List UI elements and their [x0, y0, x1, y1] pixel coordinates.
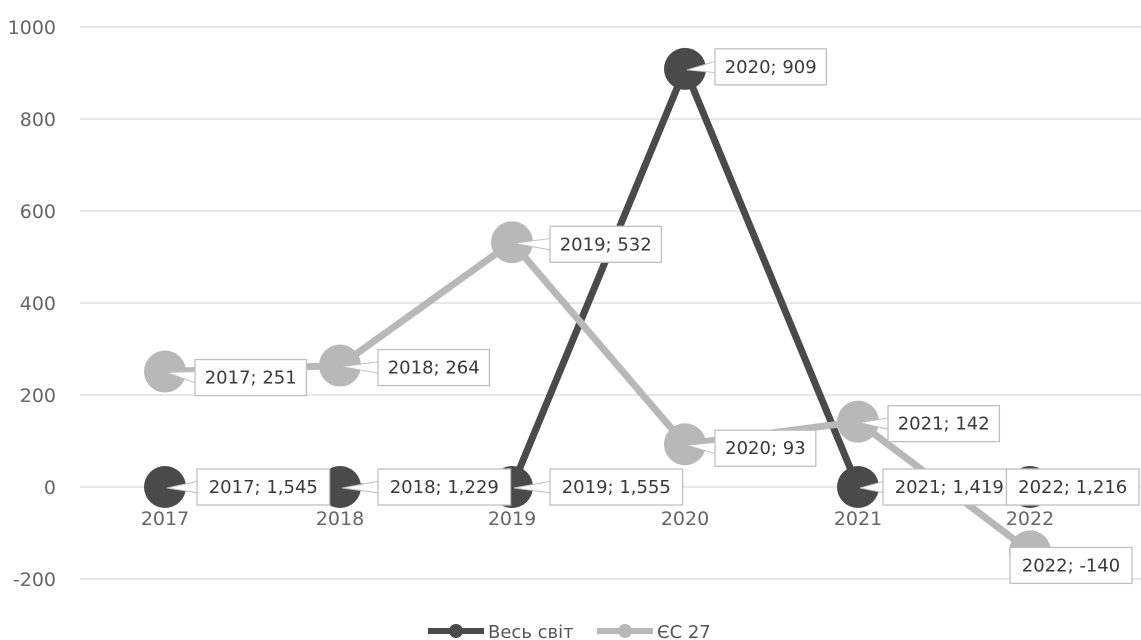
legend-item-eu27: ЄС 27 [597, 622, 711, 640]
data-label: 2022; 1,216 [1005, 468, 1140, 506]
data-label: 2017; 1,545 [166, 468, 331, 506]
data-label-box [377, 468, 512, 506]
legend-swatch-marker [449, 624, 463, 638]
data-label-text: 2019; 1,555 [562, 477, 671, 498]
series-world-point [837, 466, 879, 508]
x-tick-label: 2020 [661, 508, 709, 530]
y-tick-label: 400 [20, 293, 56, 315]
data-label-box [549, 225, 663, 263]
x-tick-label: 2017 [141, 508, 189, 530]
data-label-box [714, 48, 828, 86]
legend-item-world: Весь світ [428, 622, 574, 640]
y-tick-label: 200 [20, 385, 56, 407]
data-label-text: 2018; 264 [388, 358, 480, 379]
data-label-box [1005, 468, 1140, 506]
x-tick-label: 2018 [316, 508, 364, 530]
series-eu27-point [491, 221, 533, 264]
data-label: 2021; 142 [859, 405, 1001, 443]
y-tick-label: 1000 [8, 17, 56, 39]
data-label-text: 2017; 1,545 [209, 477, 318, 498]
data-label: 2020; 909 [686, 48, 828, 86]
series-eu27-point [319, 344, 361, 387]
data-label-box [887, 405, 1001, 443]
series-eu27-point [664, 423, 706, 466]
data-label: 2022; -140 [1009, 546, 1133, 585]
series-world-point [664, 47, 706, 90]
y-tick-label: 800 [20, 109, 56, 131]
data-label-text: 2018; 1,229 [390, 477, 499, 498]
data-label: 2017; 251 [166, 358, 308, 397]
data-label-box [1009, 546, 1133, 585]
x-tick-label: 2022 [1006, 508, 1054, 530]
legend: Весь світ ЄС 27 [428, 622, 711, 640]
data-label-text: 2020; 93 [725, 438, 806, 459]
data-label-text: 2022; -140 [1022, 555, 1120, 576]
y-axis-tick-labels: -200 0 200 400 600 800 1000 [8, 17, 56, 591]
data-label-box [377, 348, 491, 387]
legend-label: ЄС 27 [657, 622, 711, 640]
data-label-box [549, 468, 684, 506]
data-label-text: 2022; 1,216 [1018, 477, 1127, 498]
y-tick-label: 0 [44, 477, 56, 499]
y-tick-label: -200 [13, 569, 56, 591]
x-tick-label: 2019 [488, 508, 536, 530]
data-label: 2021; 1,419 [859, 468, 1017, 506]
x-tick-label: 2021 [834, 508, 882, 530]
data-label-text: 2021; 142 [898, 414, 990, 435]
series-eu27-point [144, 350, 186, 393]
data-label-box [714, 429, 817, 467]
data-labels: 2017; 1,545 2018; 1,229 2019; 1,555 2020; 9… [166, 48, 1140, 585]
series-eu27-point [837, 400, 879, 443]
legend-label: Весь світ [488, 622, 574, 640]
data-label-box [194, 358, 308, 397]
data-label-text: 2021; 1,419 [895, 477, 1004, 498]
data-label: 2019; 532 [513, 225, 663, 263]
data-label: 2018; 264 [341, 348, 491, 387]
data-label: 2019; 1,555 [513, 468, 684, 506]
series-eu27-line [161, 238, 1034, 555]
legend-swatch-marker [618, 624, 632, 638]
y-tick-label: 600 [20, 201, 56, 223]
data-label: 2020; 93 [686, 429, 817, 467]
data-label: 2018; 1,229 [341, 468, 512, 506]
x-axis-tick-labels: 2017 2018 2019 2020 2021 2022 [141, 508, 1054, 530]
series-world-point [144, 466, 186, 508]
data-label-text: 2020; 909 [725, 57, 817, 78]
data-label-text: 2017; 251 [205, 368, 297, 389]
data-label-box [196, 468, 331, 506]
data-label-text: 2019; 532 [560, 234, 652, 255]
